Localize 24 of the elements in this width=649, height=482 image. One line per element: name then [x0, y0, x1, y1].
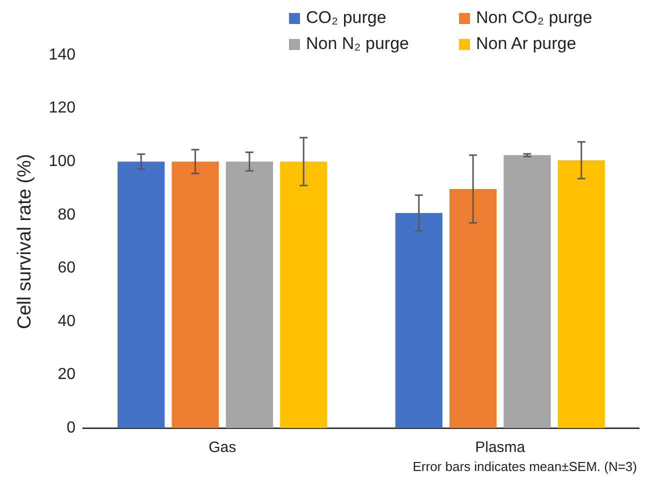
bar — [280, 162, 328, 428]
y-tick-label: 120 — [48, 100, 76, 117]
text: Error bars indicates mean±SEM. (N=3) — [412, 459, 637, 474]
y-tick-label: 80 — [58, 206, 76, 224]
legend-label: Non Ar purge — [476, 34, 576, 54]
bar — [504, 155, 551, 428]
y-tick-label: 60 — [58, 260, 76, 277]
x-tick-label: Gas — [208, 439, 236, 456]
y-tick-label: 40 — [58, 312, 76, 330]
legend-label: CO₂ purge — [306, 8, 386, 28]
y-tick-label: 20 — [58, 366, 76, 384]
legend-label: Non CO₂ purge — [476, 8, 592, 28]
bar — [449, 189, 497, 428]
bar — [226, 162, 274, 428]
bar — [172, 162, 219, 428]
x-tick-label: Plasma — [475, 439, 526, 456]
y-tick-label: 100 — [48, 152, 76, 170]
bar — [558, 160, 605, 428]
bar — [395, 212, 442, 428]
legend-label: Non N₂ purge — [306, 34, 409, 54]
y-tick-label: 140 — [48, 46, 76, 64]
y-tick-label: 0 — [66, 419, 76, 436]
bar — [118, 162, 165, 428]
y-axis-title: Cell survival rate (%) — [14, 154, 36, 330]
